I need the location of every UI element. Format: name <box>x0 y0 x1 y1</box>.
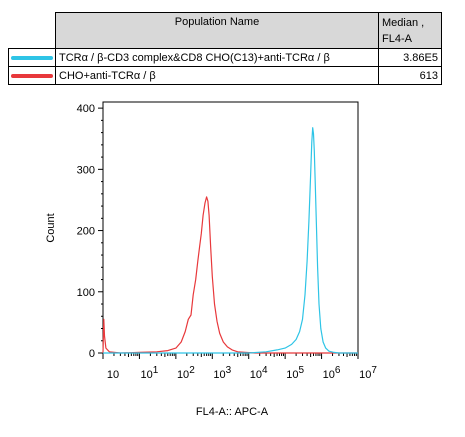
legend-table: Population Name Median , FL4-A TCRα / β-… <box>8 12 442 85</box>
legend-row: CHO+anti-TCRα / β 613 <box>8 66 442 85</box>
x-tick-label: 106 <box>323 365 341 381</box>
x-tick-label: 10 <box>107 369 119 381</box>
x-tick-label: 104 <box>250 365 268 381</box>
x-tick-label: 105 <box>286 365 304 381</box>
y-axis-label: Count <box>45 213 57 242</box>
y-tick-label: 200 <box>77 226 95 238</box>
legend-header-swatch-cell <box>8 12 56 49</box>
series-line <box>102 196 358 354</box>
x-tick-label: 101 <box>141 365 159 381</box>
legend-header-median-line1: Median , <box>382 16 425 29</box>
legend-median-value: 613 <box>378 66 442 85</box>
y-tick-label: 400 <box>77 103 95 115</box>
y-tick-label: 100 <box>77 287 95 299</box>
y-tick-label: 300 <box>77 164 95 176</box>
x-tick-label: 107 <box>359 365 377 381</box>
series-line <box>103 127 358 354</box>
x-tick-label: 102 <box>177 365 195 381</box>
legend-population-name: CHO+anti-TCRα / β <box>55 66 379 85</box>
y-tick-label: 0 <box>89 348 95 360</box>
legend-header-median-line2: FL4-A <box>382 32 412 45</box>
x-tick-label: 103 <box>213 365 231 381</box>
legend-swatch <box>11 55 53 60</box>
x-axis-label: FL4-A:: APC-A <box>196 406 269 418</box>
legend-header-median: Median , FL4-A <box>378 12 442 49</box>
legend-swatch <box>11 73 53 78</box>
